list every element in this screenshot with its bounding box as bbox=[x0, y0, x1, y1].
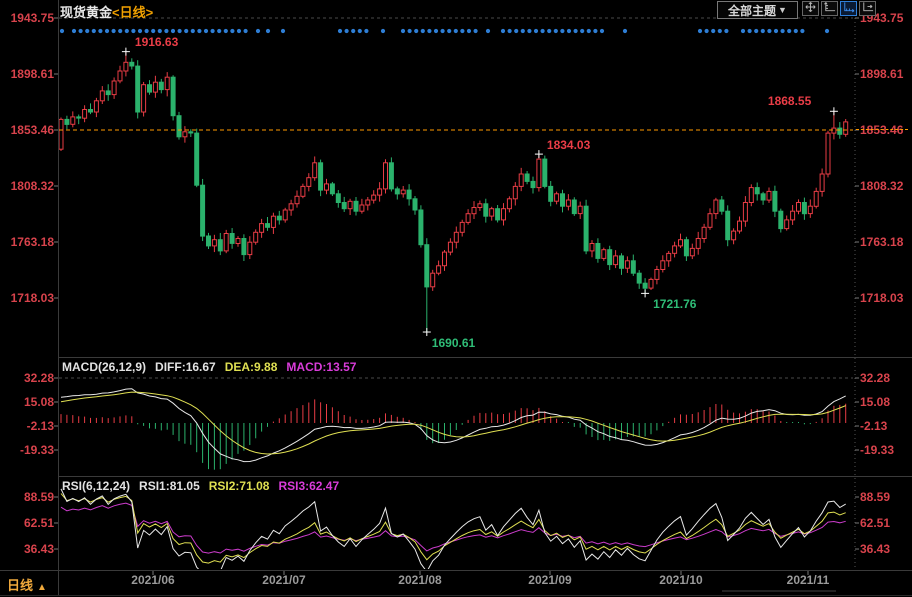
event-dots-layer bbox=[59, 28, 830, 34]
price-axis-label-left: 1943.75 bbox=[10, 11, 54, 25]
candles-layer bbox=[59, 51, 849, 333]
time-axis-label: 2021/11 bbox=[786, 573, 830, 587]
macd-axis-label-right: 15.08 bbox=[860, 394, 891, 409]
macd-diff-value: DIFF:16.67 bbox=[155, 360, 216, 374]
instrument-name: 现货黄金 bbox=[60, 5, 113, 20]
macd-name: MACD(26,12,9) bbox=[62, 360, 147, 374]
macd-axis-label-right: 32.28 bbox=[860, 370, 891, 385]
rsi3-value: RSI3:62.47 bbox=[278, 479, 340, 493]
period-tag: <日线> bbox=[112, 5, 154, 20]
price-annotation-low: 1690.61 bbox=[431, 336, 476, 351]
price-axis-label-left: 1808.32 bbox=[10, 179, 54, 193]
price-axis-label-right: 1718.03 bbox=[860, 291, 904, 305]
time-axis-label: 2021/06 bbox=[131, 573, 175, 587]
instrument-title: 现货黄金<日线> bbox=[60, 2, 153, 21]
macd-hist-value: MACD:13.57 bbox=[286, 360, 357, 374]
time-axis-label: 2021/09 bbox=[528, 573, 572, 587]
chevron-down-icon: ▼ bbox=[778, 5, 787, 15]
price-axis-label-left: 1853.46 bbox=[10, 123, 54, 137]
price-axis-label-left: 1763.18 bbox=[10, 234, 54, 249]
price-axis-label-right: 1853.46 bbox=[860, 123, 904, 137]
price-axis-label-left: 1718.03 bbox=[10, 291, 54, 305]
price-axis-label-left: 1898.61 bbox=[10, 66, 54, 81]
theme-dropdown[interactable]: 全部主题 ▼ bbox=[717, 1, 798, 19]
macd-axis-label-left: 15.08 bbox=[23, 394, 54, 409]
macd-dea-value: DEA:9.88 bbox=[224, 360, 278, 374]
macd-axis-label-left: 32.28 bbox=[23, 370, 54, 385]
scale-x-axis-button[interactable] bbox=[840, 1, 857, 16]
price-axis-label-right: 1808.32 bbox=[860, 179, 904, 193]
shift-x-axis-button[interactable] bbox=[859, 1, 876, 16]
rsi-axis-label-right: 62.51 bbox=[860, 516, 891, 530]
time-axis-label: 2021/10 bbox=[659, 573, 703, 587]
macd-header: MACD(26,12,9) DIFF:16.67 DEA:9.88 MACD:13.5… bbox=[62, 360, 365, 374]
extreme-markers-layer bbox=[121, 47, 838, 337]
reference-line-extension bbox=[856, 129, 908, 130]
price-annotation-high: 1834.03 bbox=[546, 138, 591, 153]
chart-toolbar bbox=[802, 1, 876, 16]
rsi-axis-label-right: 88.59 bbox=[860, 490, 891, 504]
price-axis-label-right: 1763.18 bbox=[860, 234, 904, 249]
macd-axis-label-left: -2.13 bbox=[26, 419, 54, 433]
rsi1-value: RSI1:81.05 bbox=[139, 479, 200, 493]
price-annotation-high: 1868.55 bbox=[767, 94, 812, 109]
price-annotation-high: 1916.63 bbox=[134, 34, 179, 49]
macd-axis-label-right: -2.13 bbox=[860, 419, 888, 433]
triangle-up-icon: ▲ bbox=[37, 582, 47, 593]
rsi-axis-label-left: 36.43 bbox=[23, 542, 54, 557]
rsi2-value: RSI2:71.08 bbox=[208, 479, 270, 493]
scale-y-axis-icon bbox=[823, 0, 836, 18]
time-axis-label: 2021/07 bbox=[262, 573, 306, 587]
macd-axis-label-left: -19.33 bbox=[19, 442, 54, 457]
rsi-header: RSI(6,12,24) RSI1:81.05 RSI2:71.08 RSI3:62.… bbox=[62, 479, 348, 493]
rsi-name: RSI(6,12,24) bbox=[62, 479, 131, 493]
shift-x-axis-icon bbox=[861, 0, 874, 18]
period-selector[interactable]: 日线 ▲ bbox=[7, 575, 47, 594]
period-selector-label: 日线 bbox=[7, 578, 34, 593]
pan-button[interactable] bbox=[802, 1, 819, 16]
rsi-axis-label-left: 62.51 bbox=[23, 516, 54, 530]
pan-icon bbox=[804, 0, 817, 18]
rsi-axis-label-right: 36.43 bbox=[860, 542, 891, 557]
price-axis-label-right: 1898.61 bbox=[860, 66, 904, 81]
rsi-axis-label-left: 88.59 bbox=[23, 490, 54, 504]
macd-axis-label-right: -19.33 bbox=[860, 442, 895, 457]
time-axis-label: 2021/08 bbox=[398, 573, 442, 587]
theme-dropdown-label: 全部主题 bbox=[728, 3, 777, 18]
rsi-layer bbox=[60, 488, 846, 569]
price-annotation-low: 1721.76 bbox=[653, 297, 697, 312]
scale-y-axis-button[interactable] bbox=[821, 1, 838, 16]
scale-x-axis-icon bbox=[842, 0, 855, 18]
macd-layer bbox=[60, 388, 847, 470]
